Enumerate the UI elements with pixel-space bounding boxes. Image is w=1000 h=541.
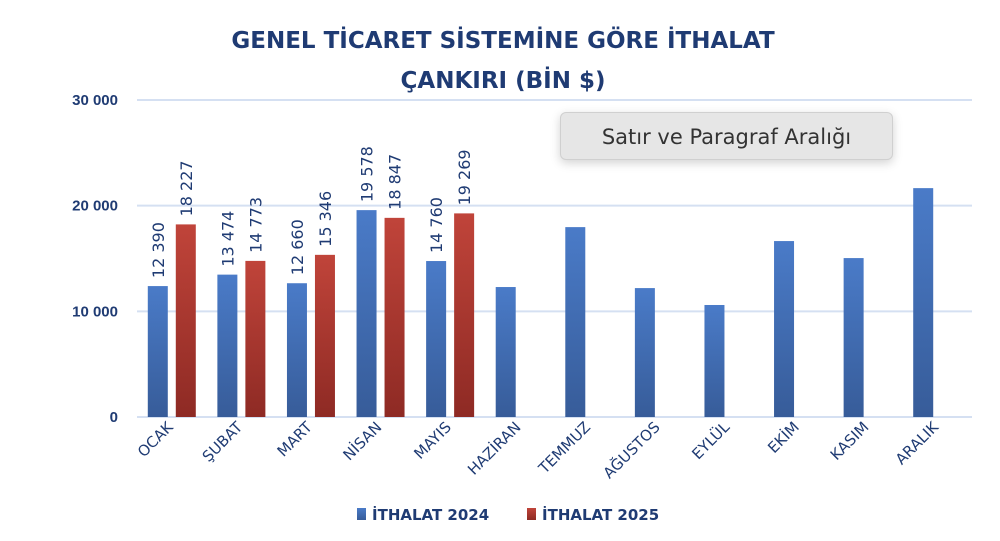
data-label: 15 346 <box>316 191 335 247</box>
bar-2024 <box>774 241 795 417</box>
bar-2024 <box>217 274 238 417</box>
bar-2024 <box>426 261 447 417</box>
x-tick-label: EYLÜL <box>688 417 734 463</box>
legend-label: İTHALAT 2025 <box>542 505 659 524</box>
x-tick-label: ŞUBAT <box>199 418 247 466</box>
y-tick-label: 10 000 <box>72 303 118 320</box>
bar-2024 <box>495 287 516 417</box>
data-label: 13 474 <box>218 211 237 267</box>
data-label: 18 847 <box>386 154 405 210</box>
y-tick-label: 30 000 <box>72 92 118 109</box>
data-label: 19 269 <box>455 149 474 205</box>
x-tick-label: TEMMUZ <box>534 418 594 478</box>
data-label: 12 390 <box>149 222 168 278</box>
x-tick-label: MART <box>274 418 317 461</box>
chart-title: GENEL TİCARET SİSTEMİNE GÖRE İTHALAT <box>231 26 775 54</box>
tooltip: Satır ve Paragraf Aralığı <box>560 112 893 160</box>
bar-2024 <box>565 227 586 417</box>
x-tick-label: HAZİRAN <box>463 417 524 478</box>
chart-subtitle: ÇANKIRI (BİN $) <box>401 66 606 94</box>
x-tick-label: KASIM <box>827 418 873 464</box>
x-tick-label: MAYIS <box>410 418 455 463</box>
bar-2024 <box>704 304 725 417</box>
legend-label: İTHALAT 2024 <box>372 505 489 524</box>
data-label: 18 227 <box>177 160 196 216</box>
data-label: 19 578 <box>358 146 377 202</box>
data-label: 12 660 <box>288 219 307 275</box>
bar-2024 <box>286 283 307 417</box>
x-tick-label: EKİM <box>763 417 802 456</box>
bar-2025 <box>175 224 196 417</box>
bar-2025 <box>454 213 475 417</box>
x-tick-label: AĞUSTOS <box>599 417 664 482</box>
bar-2024 <box>843 258 864 417</box>
x-tick-label: OCAK <box>134 417 178 461</box>
bar-2024 <box>356 210 377 417</box>
data-label: 14 773 <box>246 197 265 253</box>
y-tick-label: 0 <box>110 409 118 426</box>
bar-2025 <box>314 254 335 417</box>
bar-2024 <box>913 188 934 417</box>
y-tick-label: 20 000 <box>72 198 118 215</box>
x-tick-label: NİSAN <box>339 417 386 464</box>
legend-swatch <box>357 508 366 520</box>
x-tick-label: ARALIK <box>892 417 943 468</box>
bar-2025 <box>384 217 405 417</box>
bar-2024 <box>147 286 168 417</box>
bar-2025 <box>245 260 266 417</box>
bar-2024 <box>634 288 655 417</box>
data-label: 14 760 <box>427 197 446 253</box>
legend-swatch <box>527 508 536 520</box>
